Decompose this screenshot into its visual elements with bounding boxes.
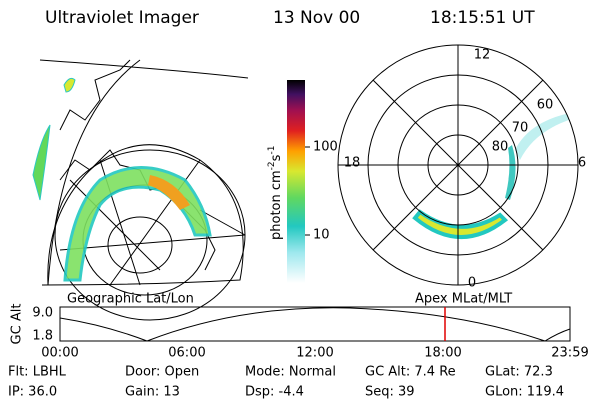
caption: Geographic Lat/Lon — [67, 292, 194, 307]
status-field: GLat: 72.3 — [485, 365, 553, 380]
unit: s — [269, 154, 284, 161]
x-tick-label: 12:00 — [296, 346, 333, 361]
status-field: Gain: 13 — [125, 385, 180, 400]
status-field: GLon: 119.4 — [485, 385, 564, 400]
mlt-label: 12 — [474, 48, 491, 63]
colorbar-tick-label: 10 — [313, 228, 330, 243]
time: 18:15:51 UT — [430, 8, 535, 28]
x-tick-label: 18:00 — [424, 346, 461, 361]
y-tick-label: 1.8 — [32, 329, 53, 344]
status-field: Flt: LBHL — [8, 365, 67, 380]
lat-label: 70 — [512, 121, 529, 136]
caption: Apex MLat/MLT — [415, 292, 512, 307]
title: Ultraviolet Imager — [45, 8, 199, 28]
mlt-label: 18 — [344, 156, 361, 171]
status-field: GC Alt: 7.4 Re — [365, 365, 456, 380]
footer: Flt: LBHL Door: Open Mode: Normal GC Alt: 7… — [8, 365, 564, 400]
status-field: Door: Open — [125, 365, 199, 380]
polar-plot: 12 18 6 0 60 70 80 — [337, 44, 586, 291]
exponent: -1 — [267, 146, 277, 155]
status-field: Dsp: -4.4 — [245, 385, 304, 400]
exponent: -2 — [267, 161, 277, 170]
mlt-label: 0 — [468, 276, 476, 291]
status-field: Mode: Normal — [245, 365, 336, 380]
mlt-label: 6 — [578, 156, 586, 171]
timeline: GC Alt 9.0 1.8 00:00 06:00 12:00 18:00 2… — [10, 304, 589, 361]
geographic-map — [32, 59, 249, 321]
lat-label: 60 — [537, 98, 554, 113]
status-field: IP: 36.0 — [8, 385, 57, 400]
lat-label: 80 — [492, 140, 509, 155]
status-field: Seq: 39 — [365, 385, 415, 400]
x-tick-label: 23:59 — [551, 346, 588, 361]
unit: photon cm — [269, 170, 284, 240]
y-tick-label: 9.0 — [32, 306, 53, 321]
colorbar-label: photon cm-2s-1 — [267, 146, 284, 240]
x-tick-label: 00:00 — [41, 346, 78, 361]
date: 13 Nov 00 — [273, 8, 360, 28]
colorbar-tick-label: 100 — [313, 140, 338, 155]
colorbar — [287, 80, 305, 283]
y-axis-label: GC Alt — [10, 304, 25, 345]
x-tick-label: 06:00 — [168, 346, 205, 361]
